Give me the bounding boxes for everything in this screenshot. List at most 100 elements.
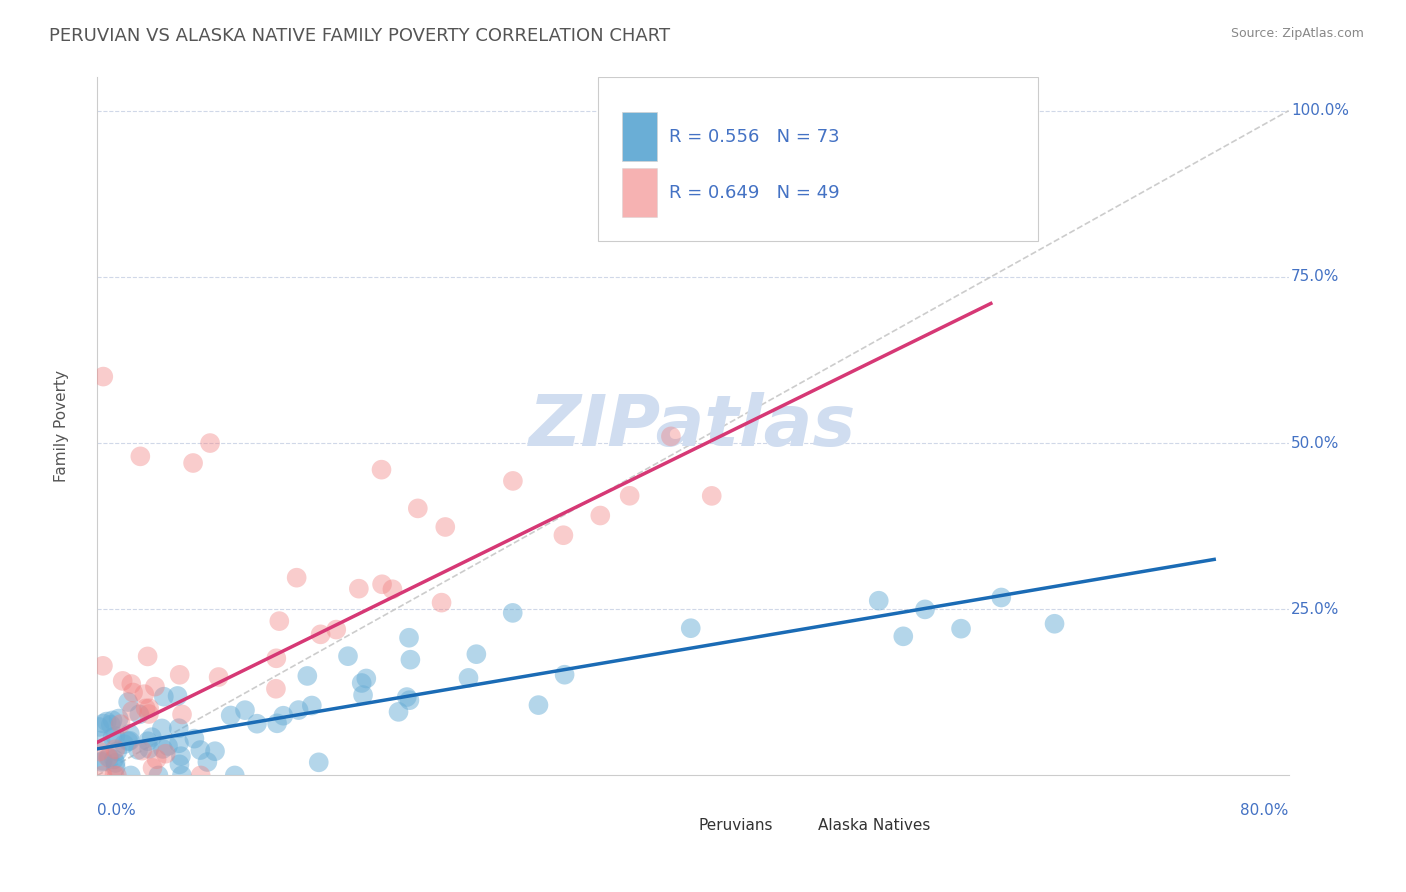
Point xyxy=(337,649,360,664)
Point xyxy=(97,750,120,764)
Point xyxy=(619,489,641,503)
Point xyxy=(266,651,288,665)
Point xyxy=(138,701,160,715)
Point xyxy=(145,752,167,766)
Point xyxy=(387,705,409,719)
Text: R = 0.556   N = 73: R = 0.556 N = 73 xyxy=(669,128,839,145)
Point xyxy=(152,742,174,756)
Point xyxy=(129,450,152,464)
Point xyxy=(89,720,111,734)
Point xyxy=(204,744,226,758)
Point xyxy=(169,668,191,682)
Point xyxy=(399,653,422,667)
Point xyxy=(112,737,135,751)
Point xyxy=(914,602,936,616)
Point xyxy=(136,649,159,664)
Point xyxy=(111,673,134,688)
Point xyxy=(381,582,404,597)
Point xyxy=(107,712,129,726)
Text: 80.0%: 80.0% xyxy=(1240,804,1289,818)
Point xyxy=(269,614,291,628)
Point xyxy=(309,627,332,641)
Point xyxy=(350,676,373,690)
Point xyxy=(120,677,142,691)
Point xyxy=(246,716,269,731)
Point xyxy=(110,717,132,731)
Point xyxy=(141,730,163,744)
Point xyxy=(868,593,890,607)
Point xyxy=(96,714,118,729)
Point xyxy=(91,369,114,384)
Point xyxy=(117,695,139,709)
Point xyxy=(104,729,127,743)
Text: Family Poverty: Family Poverty xyxy=(55,370,69,483)
Point xyxy=(131,744,153,758)
Point xyxy=(301,698,323,713)
Point xyxy=(169,757,191,772)
Point xyxy=(150,722,173,736)
Point xyxy=(356,672,378,686)
Point xyxy=(167,721,190,735)
FancyBboxPatch shape xyxy=(794,810,811,842)
Point xyxy=(398,693,420,707)
Point xyxy=(285,571,308,585)
Point xyxy=(465,647,488,661)
Point xyxy=(190,768,212,782)
Point xyxy=(166,689,188,703)
Point xyxy=(103,752,125,766)
Point xyxy=(891,629,914,643)
Point xyxy=(264,681,287,696)
Point xyxy=(297,669,319,683)
Point xyxy=(104,756,127,770)
FancyBboxPatch shape xyxy=(621,112,657,161)
Point xyxy=(117,734,139,748)
Point xyxy=(190,743,212,757)
Point xyxy=(589,508,612,523)
Point xyxy=(527,698,550,712)
Point xyxy=(141,761,163,775)
Point xyxy=(233,703,256,717)
Point xyxy=(207,670,229,684)
Point xyxy=(118,727,141,741)
Point xyxy=(273,708,295,723)
Point xyxy=(406,501,429,516)
Text: Source: ZipAtlas.com: Source: ZipAtlas.com xyxy=(1230,27,1364,40)
Text: Alaska Natives: Alaska Natives xyxy=(818,818,931,833)
Point xyxy=(127,743,149,757)
Point xyxy=(502,606,524,620)
Text: 75.0%: 75.0% xyxy=(1291,269,1340,285)
FancyBboxPatch shape xyxy=(598,78,1039,242)
Point xyxy=(554,667,576,681)
Point xyxy=(138,741,160,756)
Point xyxy=(89,744,111,758)
Point xyxy=(91,754,114,768)
Point xyxy=(183,731,205,746)
Point xyxy=(198,436,221,450)
Point xyxy=(100,717,122,731)
Point xyxy=(90,755,112,769)
Point xyxy=(659,429,682,443)
Point xyxy=(990,591,1012,605)
Point xyxy=(502,474,524,488)
Point xyxy=(148,768,170,782)
Point xyxy=(122,685,145,699)
Point xyxy=(434,520,457,534)
Text: PERUVIAN VS ALASKA NATIVE FAMILY POVERTY CORRELATION CHART: PERUVIAN VS ALASKA NATIVE FAMILY POVERTY… xyxy=(49,27,671,45)
Text: 50.0%: 50.0% xyxy=(1291,435,1340,450)
Point xyxy=(136,734,159,748)
Point xyxy=(950,622,973,636)
Point xyxy=(347,582,370,596)
Text: R = 0.649   N = 49: R = 0.649 N = 49 xyxy=(669,184,839,202)
Point xyxy=(219,708,242,723)
Point xyxy=(135,701,157,715)
Point xyxy=(153,690,176,704)
Point xyxy=(101,714,124,728)
Point xyxy=(170,768,193,782)
Point xyxy=(679,621,702,635)
Text: 25.0%: 25.0% xyxy=(1291,602,1340,616)
Point xyxy=(170,707,193,722)
Point xyxy=(98,750,121,764)
Point xyxy=(457,671,479,685)
Point xyxy=(143,680,166,694)
Point xyxy=(325,623,347,637)
